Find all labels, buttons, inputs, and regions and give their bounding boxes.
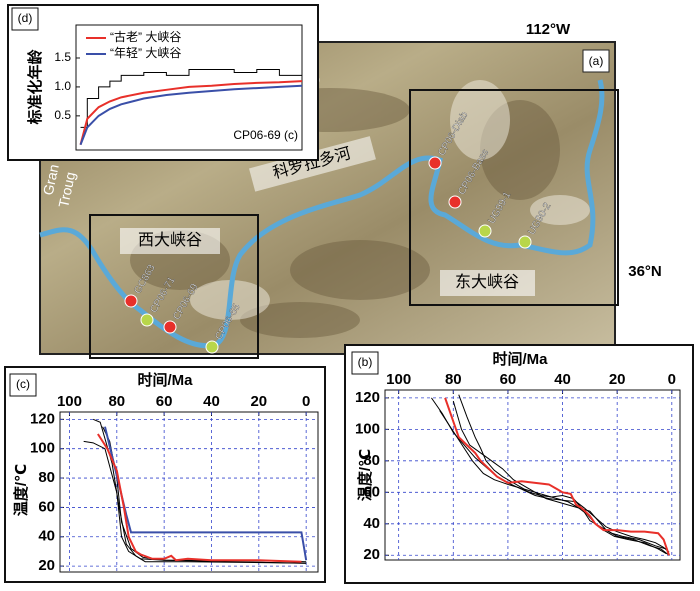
- y-tick-label: 120: [30, 410, 55, 427]
- sample-point: [140, 313, 154, 327]
- data-line: [97, 433, 302, 563]
- y-axis-label: 温度/℃: [12, 464, 30, 516]
- x-tick-label: 20: [609, 371, 626, 388]
- y-tick-label: 60: [363, 483, 380, 500]
- x-axis-label: 时间/Ma: [137, 371, 193, 389]
- y-tick-label: 20: [363, 546, 380, 563]
- lat-label: 36°N: [628, 263, 662, 280]
- panel-label-box: [582, 49, 610, 73]
- x-tick-label: 80: [445, 371, 462, 388]
- panel: (d) 0.5 1.0 1.5 标准化年龄 “古老” 大峡谷 “年轻” 大峡谷 CP06-69…: [7, 4, 319, 161]
- sample-point: [448, 195, 462, 209]
- panel-label-box: [9, 373, 37, 397]
- data-line: [439, 410, 667, 550]
- panel: (b) 20 40 60 80 100 120 100 80 60 40 20 0 时间/Ma 温度/℃: [344, 344, 694, 584]
- y-tick-label: 40: [363, 515, 380, 532]
- data-line: [444, 397, 671, 556]
- y-tick-label: 20: [38, 557, 55, 574]
- region-label: 东大峡谷: [455, 273, 519, 291]
- label-bg: [440, 270, 535, 296]
- river: [39, 79, 605, 349]
- x-tick-label: 80: [108, 393, 125, 410]
- data-line: [79, 80, 303, 146]
- y-tick-label: 60: [38, 498, 55, 515]
- sample-point: [518, 235, 532, 249]
- sample-point: [163, 320, 177, 334]
- panel-label: (b): [358, 355, 373, 369]
- x-tick-label: 60: [500, 371, 517, 388]
- west-box: [89, 214, 259, 359]
- y-tick-label: 40: [38, 528, 55, 545]
- x-tick-label: 40: [203, 393, 220, 410]
- annotation: CP06-69 (c): [233, 128, 298, 142]
- y-tick-label: 1.0: [54, 79, 71, 93]
- x-tick-label: 20: [250, 393, 267, 410]
- x-tick-label: 100: [57, 393, 82, 410]
- y-tick-label: 0.5: [54, 108, 71, 122]
- panel-label-box: [11, 7, 39, 31]
- region-label: 西大峡谷: [138, 231, 202, 249]
- y-tick-label: 80: [38, 469, 55, 486]
- y-tick-label: 80: [363, 452, 380, 469]
- y-tick-label: 1.5: [54, 50, 71, 64]
- x-tick-label: 0: [668, 371, 676, 388]
- x-tick-label: 0: [302, 393, 310, 410]
- x-tick-label: 40: [554, 371, 571, 388]
- lon-label: 112°W: [526, 21, 571, 38]
- x-axis-label: 时间/Ma: [492, 350, 548, 368]
- x-tick-label: 60: [156, 393, 173, 410]
- data-line: [92, 418, 307, 564]
- y-axis-label: 标准化年龄: [26, 49, 44, 126]
- trough-label: Gran: [40, 163, 62, 197]
- x-tick-label: 100: [386, 371, 411, 388]
- data-line: [431, 397, 670, 553]
- panel-label: (c): [16, 377, 30, 391]
- legend-label: “古老” 大峡谷: [110, 29, 181, 44]
- y-tick-label: 120: [355, 389, 380, 406]
- trough-label: Troug: [55, 170, 78, 209]
- label-bg: [120, 228, 220, 254]
- data-line: [80, 69, 302, 128]
- sample-point: [124, 294, 138, 308]
- plot-area: [59, 411, 319, 573]
- panel-label: (d): [18, 11, 33, 25]
- data-line: [458, 394, 667, 555]
- y-axis-label: 温度/℃: [356, 449, 374, 501]
- panel-label: (a): [589, 54, 604, 68]
- plot-area: [384, 389, 681, 561]
- y-tick-label: 100: [355, 420, 380, 437]
- label-bg: [249, 136, 376, 192]
- sample-point: [478, 224, 492, 238]
- y-tick-label: 100: [30, 440, 55, 457]
- east-box: [409, 89, 619, 306]
- data-line: [79, 84, 303, 146]
- sample-point: [428, 156, 442, 170]
- panel-label-box: [351, 351, 379, 375]
- legend-label: “年轻” 大峡谷: [110, 46, 181, 60]
- sample-point: [205, 340, 219, 354]
